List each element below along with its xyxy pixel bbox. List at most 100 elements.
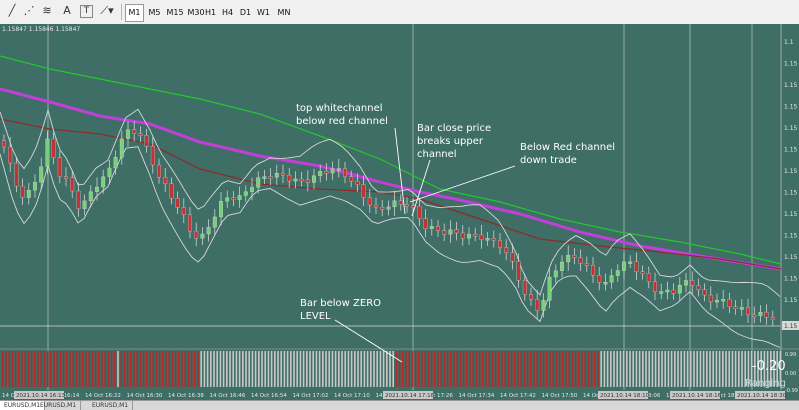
bearish-candle [584,263,589,266]
indicator-bar-grey [654,351,657,387]
indicator-bar-grey [770,351,772,387]
magenta-moving-average [0,87,782,271]
tab-chart-3[interactable]: EURUSD,M1 [88,401,134,410]
time-axis-label: 14 Oct 17:10 [334,393,370,399]
line-tool-icon[interactable]: ╱ [8,4,16,17]
indicator-bar-red [98,351,100,387]
text-tool-icon[interactable]: A [63,4,71,17]
indicator-bar-red [2,351,4,387]
indicator-bar-grey [389,351,391,387]
indicator-bar-grey [242,351,244,387]
indicator-bar-grey [270,351,273,387]
chart-canvas[interactable]: 1.1 1.15 1.15 1.15 1.15 1.15 1.15 1.15 1.15 1.15 1… [0,24,799,400]
tab-chart-2[interactable]: EURUSD,M1 [36,401,82,410]
indicator-bar-red [427,351,430,387]
bearish-candle [405,204,409,207]
indicator-bar-red [453,351,455,387]
fibonacci-icon[interactable]: ≋ [42,4,52,17]
indicator-bar-grey [293,351,295,387]
indicator-bar-red [162,351,164,387]
indicator-bar-grey [117,351,119,387]
indicator-bar-grey [731,351,734,387]
time-axis-label: 14 Oct 17:34 [459,393,495,399]
bearish-candle [653,281,657,292]
text-label-icon[interactable]: T [80,5,93,18]
indicator-bar-red [194,351,196,387]
indicator-bar-red [66,351,68,387]
indicator-bar-red [14,351,17,387]
bearish-candle [522,280,527,295]
annotation-below-red-line2: down trade [520,155,577,166]
indicator-bar-grey [382,351,385,387]
indicator-bar-grey [709,351,711,387]
bearish-candle [398,200,403,205]
annotation-pointer-zero-level [334,319,403,363]
timeframe-h1[interactable]: H1 [204,8,217,17]
timeframe-m1[interactable]: M1 [125,4,144,22]
bullish-candle [758,311,763,316]
timeframe-m5[interactable]: M5 [148,8,161,17]
indicator-bar-red [190,351,193,387]
indicator-bar-grey [222,351,225,387]
shapes-menu-icon[interactable]: ⟋▾ [100,4,114,17]
timeframe-m15[interactable]: M15 [166,8,184,17]
indicator-bar-grey [738,351,740,387]
indicator-bar-red [78,351,81,387]
bullish-candle [628,261,633,264]
bearish-candle [181,207,186,215]
timeframe-m30[interactable]: M30 [187,8,205,17]
indicator-bar-red [462,351,465,387]
indicator-bar-grey [661,351,663,387]
bearish-candle [752,314,757,318]
indicator-bar-red [488,351,490,387]
tab-chart-1[interactable]: EURUSD,M1 [0,401,46,410]
annotation-close-price-line2: breaks upper [417,136,484,147]
indicator-bar-grey [280,351,282,387]
bullish-candle [293,178,298,182]
bearish-candle [76,190,81,209]
indicator-bar-red [514,351,516,387]
indicator-bar-red [424,351,426,387]
bullish-candle [603,282,608,285]
price-chart[interactable]: 1.1 1.15 1.15 1.15 1.15 1.15 1.15 1.15 1.15 1.15 1… [0,24,799,400]
time-highlight-label: 2021.10.14 17:18 [385,393,435,399]
indicator-bar-red [94,351,97,387]
price-header: 1.15847 1.15846 1.15847 [2,26,80,33]
indicator-bar-red [46,351,49,387]
indicator-bar-grey [277,351,279,387]
indicator-scale-label: 0.00 [785,371,796,377]
bullish-candle [200,233,205,239]
bearish-candle [324,171,329,174]
indicator-bar-grey [635,351,638,387]
bearish-candle [634,261,639,272]
indicator-bar-grey [696,351,698,387]
indicator-bar-grey [760,351,762,387]
timeframe-h4[interactable]: H4 [221,8,234,17]
bearish-candle [169,183,174,199]
bullish-candle [88,191,93,202]
indicator-bar-red [552,351,554,387]
indicator-bar-red [75,351,78,387]
trend-lines-icon[interactable]: ⋰ [23,4,35,17]
indicator-bar-red [8,351,10,387]
indicator-bar-grey [286,351,289,387]
bullish-candle [677,284,682,294]
indicator-bar-grey [338,351,340,387]
indicator-bar-grey [238,351,241,387]
indicator-bar-red [107,351,110,387]
price-axis-label: 1.15 [784,61,798,68]
timeframe-mn[interactable]: MN [277,8,291,17]
bearish-candle [374,204,378,208]
timeframe-w1[interactable]: W1 [257,8,270,17]
bullish-candle [45,138,50,167]
indicator-bar-red [24,351,26,387]
price-axis-label: 1.15 [784,168,798,175]
indicator-bar-red [165,351,167,387]
annotation-close-price-line1: Bar close price [417,123,491,134]
indicator-bar-red [517,351,519,387]
indicator-bar-grey [741,351,743,387]
indicator-bar-grey [773,351,775,387]
bearish-candle [529,294,533,300]
timeframe-d1[interactable]: D1 [239,8,252,17]
indicator-bar-red [555,351,558,387]
